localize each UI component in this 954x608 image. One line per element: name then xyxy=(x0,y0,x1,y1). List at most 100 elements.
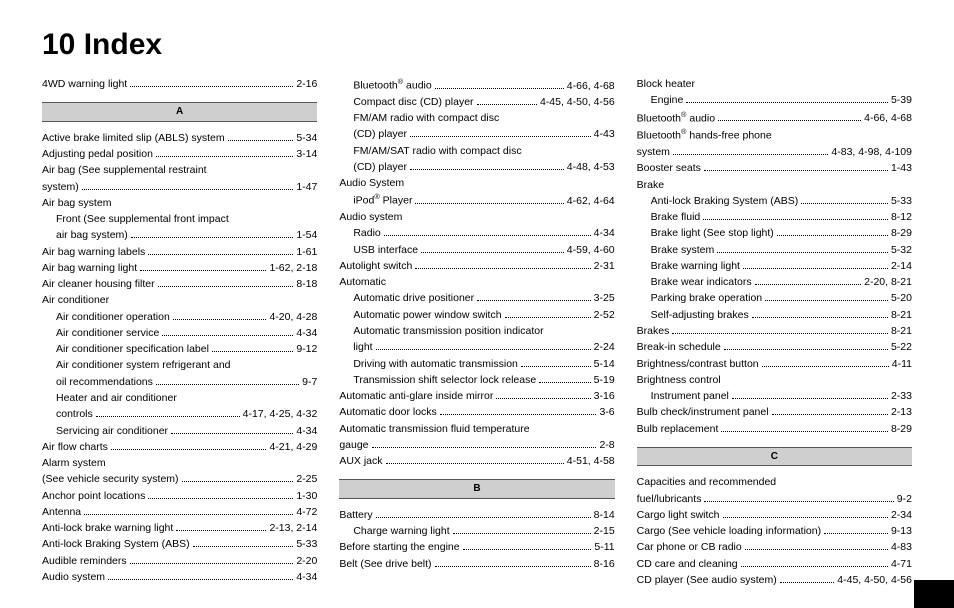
index-entry: Air conditioner xyxy=(42,292,317,308)
leader-dots xyxy=(376,511,591,518)
index-entry: FM/AM radio with compact disc xyxy=(339,110,614,126)
index-entry: Air flow charts4-21, 4-29 xyxy=(42,439,317,455)
index-entry-label: Bluetooth® hands-free phone xyxy=(637,126,772,144)
leader-dots xyxy=(148,491,293,498)
index-entry-label: Brake wear indicators xyxy=(651,274,752,290)
leader-dots xyxy=(704,164,888,171)
index-entry-label: Front (See supplemental front impact xyxy=(56,211,229,227)
index-entry-label: Air conditioner service xyxy=(56,325,159,341)
index-columns: 4WD warning light2-16AActive brake limit… xyxy=(42,76,912,588)
leader-dots xyxy=(801,197,888,204)
index-entry-page: 2-25 xyxy=(296,471,317,487)
index-entry-page: 5-20 xyxy=(891,290,912,306)
index-entry-page: 8-29 xyxy=(891,421,912,437)
leader-dots xyxy=(717,245,888,252)
index-entry-page: 4-59, 4-60 xyxy=(567,242,615,258)
index-entry-page: 2-20 xyxy=(296,553,317,569)
index-entry: Cargo light switch2-34 xyxy=(637,507,912,523)
index-entry: Brightness/contrast button4-11 xyxy=(637,356,912,372)
index-entry: Brightness control xyxy=(637,372,912,388)
leader-dots xyxy=(228,133,294,140)
index-entry: Air bag (See supplemental restraint xyxy=(42,162,317,178)
index-entry-page: 8-29 xyxy=(891,225,912,241)
index-entry-label: oil recommendations xyxy=(56,374,153,390)
index-column: Block heaterEngine5-39Bluetooth® audio 4-… xyxy=(637,76,912,588)
index-entry: Air bag system xyxy=(42,195,317,211)
leader-dots xyxy=(772,408,888,415)
leader-dots xyxy=(521,359,591,366)
index-entry: Anti-lock Braking System (ABS)5-33 xyxy=(42,536,317,552)
index-entry: Autolight switch2-31 xyxy=(339,258,614,274)
index-entry: Transmission shift selector lock release… xyxy=(339,372,614,388)
index-entry: Engine5-39 xyxy=(637,92,912,108)
index-entry-page: 4-34 xyxy=(296,569,317,585)
index-entry-label: Audio system xyxy=(42,569,105,585)
index-entry: Bluetooth® audio4-66, 4-68 xyxy=(339,76,614,94)
index-entry-label: Audible reminders xyxy=(42,553,127,569)
page-title: 10 Index xyxy=(42,28,912,62)
index-entry-label: Brightness/contrast button xyxy=(637,356,759,372)
index-entry-label: Compact disc (CD) player xyxy=(353,94,473,110)
index-entry-label: Capacities and recommended xyxy=(637,474,777,490)
index-entry: Automatic anti-glare inside mirror3-16 xyxy=(339,388,614,404)
index-entry-label: Anti-lock Braking System (ABS) xyxy=(651,193,799,209)
index-entry: Air conditioner service4-34 xyxy=(42,325,317,341)
index-entry-label: (CD) player xyxy=(353,159,407,175)
index-entry-page: 4-17, 4-25, 4-32 xyxy=(243,406,318,422)
index-entry-label: Brightness control xyxy=(637,372,721,388)
index-entry-page: 9-13 xyxy=(891,523,912,539)
index-entry: Automatic power window switch2-52 xyxy=(339,307,614,323)
index-entry: Block heater xyxy=(637,76,912,92)
index-entry-page: 8-14 xyxy=(594,507,615,523)
leader-dots xyxy=(724,343,888,350)
index-entry-label: Bulb replacement xyxy=(637,421,719,437)
leader-dots xyxy=(96,410,240,417)
index-entry: Charge warning light2-15 xyxy=(339,523,614,539)
index-entry-label: Bluetooth® audio xyxy=(637,109,715,127)
index-entry-page: 4-83, 4-98, 4-109 xyxy=(831,144,912,160)
leader-dots xyxy=(673,148,829,155)
leader-dots xyxy=(477,97,537,104)
index-entry: Belt (See drive belt)8-16 xyxy=(339,556,614,572)
leader-dots xyxy=(672,327,888,334)
index-entry: USB interface4-59, 4-60 xyxy=(339,242,614,258)
index-entry-label: Parking brake operation xyxy=(651,290,763,306)
index-entry-label: Automatic door locks xyxy=(339,404,436,420)
index-entry-page: 3-16 xyxy=(594,388,615,404)
index-entry: (CD) player4-43 xyxy=(339,126,614,142)
index-entry-page: 2-13 xyxy=(891,404,912,420)
index-entry-label: system xyxy=(637,144,670,160)
index-entry-label: Transmission shift selector lock release xyxy=(353,372,536,388)
index-entry: Automatic transmission position indicato… xyxy=(339,323,614,339)
leader-dots xyxy=(156,150,293,157)
index-entry: Front (See supplemental front impact xyxy=(42,211,317,227)
index-entry-page: 8-18 xyxy=(296,276,317,292)
leader-dots xyxy=(84,508,293,515)
index-entry-label: Automatic power window switch xyxy=(353,307,501,323)
index-entry-label: Active brake limited slip (ABLS) system xyxy=(42,130,225,146)
index-entry-label: Air bag warning labels xyxy=(42,244,145,260)
index-entry-label: Air conditioner specification label xyxy=(56,341,209,357)
leader-dots xyxy=(745,543,888,550)
index-entry-label: system) xyxy=(42,179,79,195)
leader-dots xyxy=(162,329,293,336)
index-entry-page: 4-62, 4-64 xyxy=(567,193,615,209)
index-entry-page: 8-12 xyxy=(891,209,912,225)
leader-dots xyxy=(173,312,267,319)
index-entry-page: 4-43 xyxy=(594,126,615,142)
index-entry: Audible reminders 2-20 xyxy=(42,553,317,569)
index-entry: Brake light (See stop light)8-29 xyxy=(637,225,912,241)
index-entry-page: 5-32 xyxy=(891,242,912,258)
leader-dots xyxy=(130,556,294,563)
leader-dots xyxy=(755,278,861,285)
index-entry: Automatic drive positioner3-25 xyxy=(339,290,614,306)
index-entry: Active brake limited slip (ABLS) system5… xyxy=(42,130,317,146)
leader-dots xyxy=(721,424,888,431)
index-entry-label: air bag system) xyxy=(56,227,128,243)
leader-dots xyxy=(463,543,592,550)
index-entry: Battery8-14 xyxy=(339,507,614,523)
index-entry-label: light xyxy=(353,339,372,355)
index-entry: Brake warning light2-14 xyxy=(637,258,912,274)
index-entry: Bluetooth® hands-free phone xyxy=(637,126,912,144)
leader-dots xyxy=(743,262,888,269)
